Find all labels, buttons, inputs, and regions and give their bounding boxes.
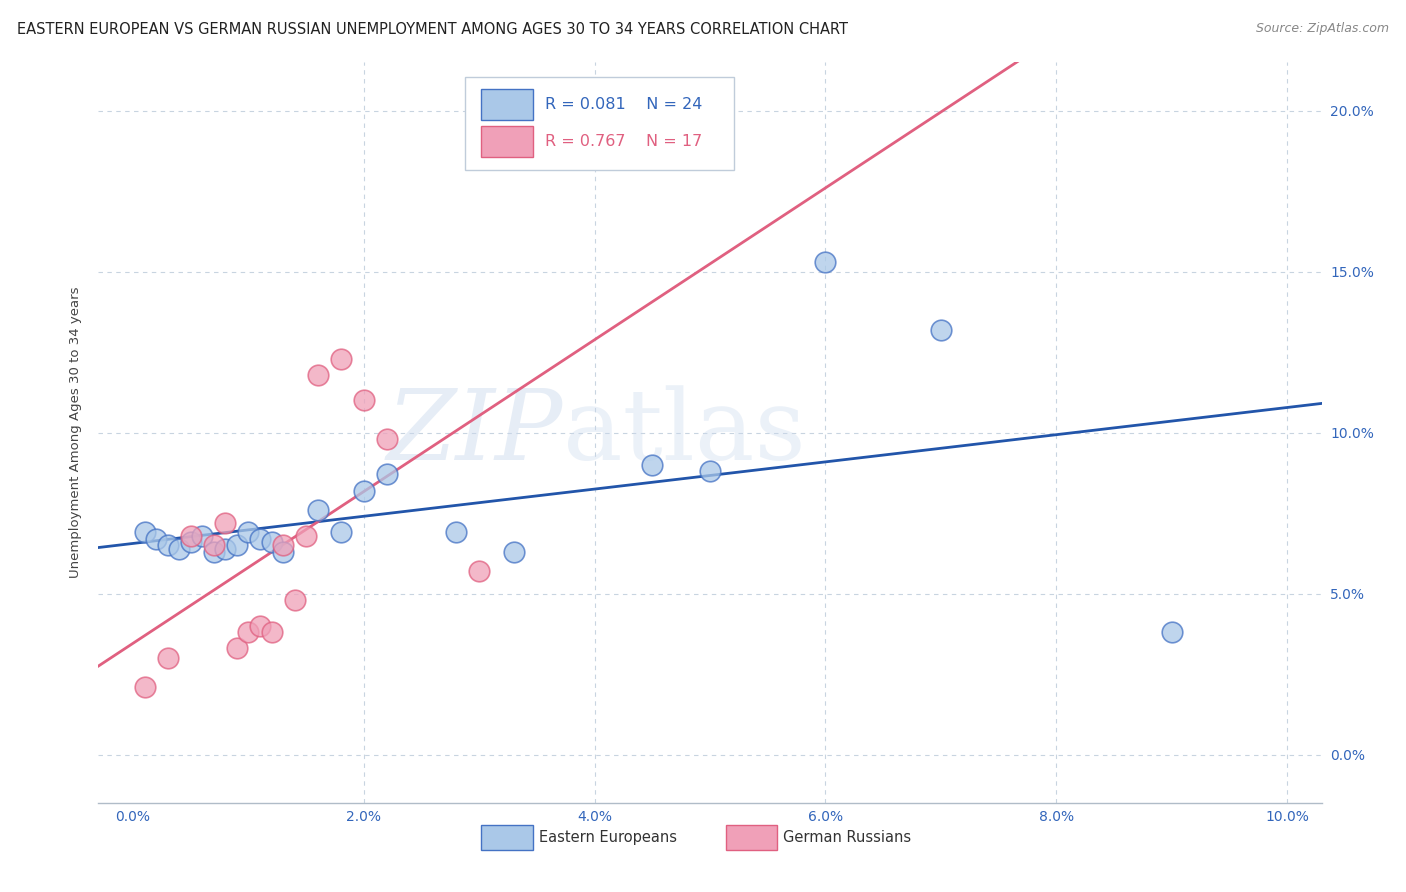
Point bbox=[238, 525, 260, 540]
Point bbox=[814, 255, 837, 269]
Point bbox=[214, 516, 236, 530]
Point bbox=[307, 368, 329, 382]
Point bbox=[1160, 625, 1182, 640]
Point bbox=[156, 538, 179, 552]
Text: R = 0.081    N = 24: R = 0.081 N = 24 bbox=[546, 97, 702, 112]
Point bbox=[225, 641, 247, 656]
FancyBboxPatch shape bbox=[725, 825, 778, 850]
Point bbox=[214, 541, 236, 556]
Point bbox=[145, 532, 167, 546]
Point bbox=[353, 393, 375, 408]
Text: ZIP: ZIP bbox=[387, 385, 564, 480]
Point bbox=[353, 483, 375, 498]
Text: German Russians: German Russians bbox=[783, 830, 911, 845]
Point bbox=[202, 545, 225, 559]
Point bbox=[271, 545, 294, 559]
FancyBboxPatch shape bbox=[481, 89, 533, 120]
Point bbox=[249, 619, 271, 633]
FancyBboxPatch shape bbox=[481, 825, 533, 850]
Point bbox=[134, 680, 156, 694]
Point bbox=[260, 625, 283, 640]
Point bbox=[444, 525, 467, 540]
Point bbox=[375, 432, 398, 446]
Point bbox=[699, 464, 721, 478]
Point bbox=[271, 538, 294, 552]
Text: R = 0.767    N = 17: R = 0.767 N = 17 bbox=[546, 134, 702, 149]
Point bbox=[284, 593, 307, 607]
Point bbox=[167, 541, 190, 556]
Text: Eastern Europeans: Eastern Europeans bbox=[538, 830, 676, 845]
Point bbox=[307, 503, 329, 517]
Point bbox=[180, 528, 202, 542]
Point bbox=[134, 525, 156, 540]
Point bbox=[180, 535, 202, 549]
Point bbox=[225, 538, 247, 552]
Text: EASTERN EUROPEAN VS GERMAN RUSSIAN UNEMPLOYMENT AMONG AGES 30 TO 34 YEARS CORREL: EASTERN EUROPEAN VS GERMAN RUSSIAN UNEMP… bbox=[17, 22, 848, 37]
Point bbox=[468, 564, 491, 578]
Point bbox=[260, 535, 283, 549]
Point bbox=[191, 528, 214, 542]
Point bbox=[502, 545, 524, 559]
FancyBboxPatch shape bbox=[481, 126, 533, 157]
Point bbox=[375, 467, 398, 482]
Point bbox=[202, 538, 225, 552]
Y-axis label: Unemployment Among Ages 30 to 34 years: Unemployment Among Ages 30 to 34 years bbox=[69, 287, 83, 578]
Point bbox=[641, 458, 664, 472]
Point bbox=[238, 625, 260, 640]
Point bbox=[249, 532, 271, 546]
FancyBboxPatch shape bbox=[465, 78, 734, 169]
Text: Source: ZipAtlas.com: Source: ZipAtlas.com bbox=[1256, 22, 1389, 36]
Point bbox=[295, 528, 318, 542]
Point bbox=[329, 351, 352, 366]
Point bbox=[329, 525, 352, 540]
Text: atlas: atlas bbox=[564, 384, 806, 481]
Point bbox=[929, 323, 952, 337]
Point bbox=[156, 651, 179, 665]
